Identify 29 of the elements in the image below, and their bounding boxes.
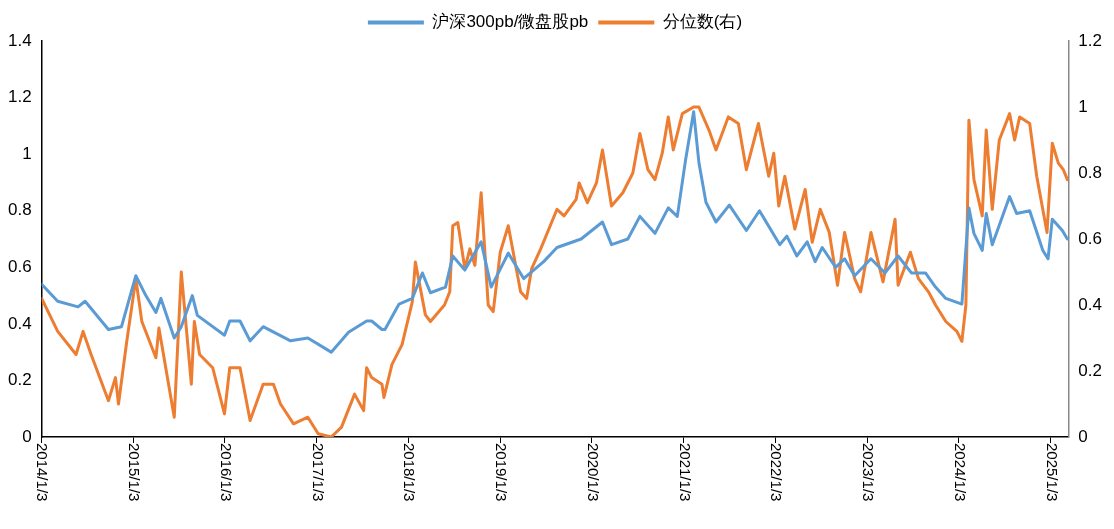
- y-tick-label: 0: [22, 426, 32, 446]
- x-tick-label: 2025/1/3: [1043, 443, 1061, 502]
- x-tick-label: 2024/1/3: [951, 443, 969, 502]
- x-tick-label: 2021/1/3: [676, 443, 694, 502]
- y-tick-label: 1.4: [7, 30, 32, 50]
- x-tick-label: 2017/1/3: [309, 443, 327, 502]
- y-tick-label: 1.2: [7, 87, 32, 107]
- y-tick-label: 1: [22, 143, 32, 163]
- x-tick-label: 2023/1/3: [860, 443, 878, 502]
- y-tick-label: 0.2: [7, 370, 32, 390]
- y-tick-label: 0.8: [7, 200, 32, 220]
- y2-tick-label: 0.8: [1078, 162, 1103, 182]
- x-tick-label: 2015/1/3: [126, 443, 144, 502]
- y2-tick-label: 0.4: [1078, 294, 1103, 314]
- x-tick-label: 2020/1/3: [584, 443, 602, 502]
- x-tick-label: 2018/1/3: [401, 443, 419, 502]
- y2-tick-label: 0: [1078, 426, 1088, 446]
- x-tick-label: 2022/1/3: [768, 443, 786, 502]
- y2-tick-label: 1: [1078, 96, 1088, 116]
- legend-label: 沪深300pb/微盘股pb: [432, 12, 589, 32]
- legend-label: 分位数(右): [662, 12, 743, 32]
- y-tick-label: 0.6: [7, 256, 32, 276]
- y2-tick-label: 1.2: [1078, 30, 1103, 50]
- y2-tick-label: 0.6: [1078, 228, 1103, 248]
- y2-tick-label: 0.2: [1078, 360, 1103, 380]
- y-tick-label: 0.4: [7, 313, 32, 333]
- x-tick-label: 2019/1/3: [493, 443, 511, 502]
- x-tick-label: 2014/1/3: [34, 443, 52, 502]
- x-tick-label: 2016/1/3: [217, 443, 235, 502]
